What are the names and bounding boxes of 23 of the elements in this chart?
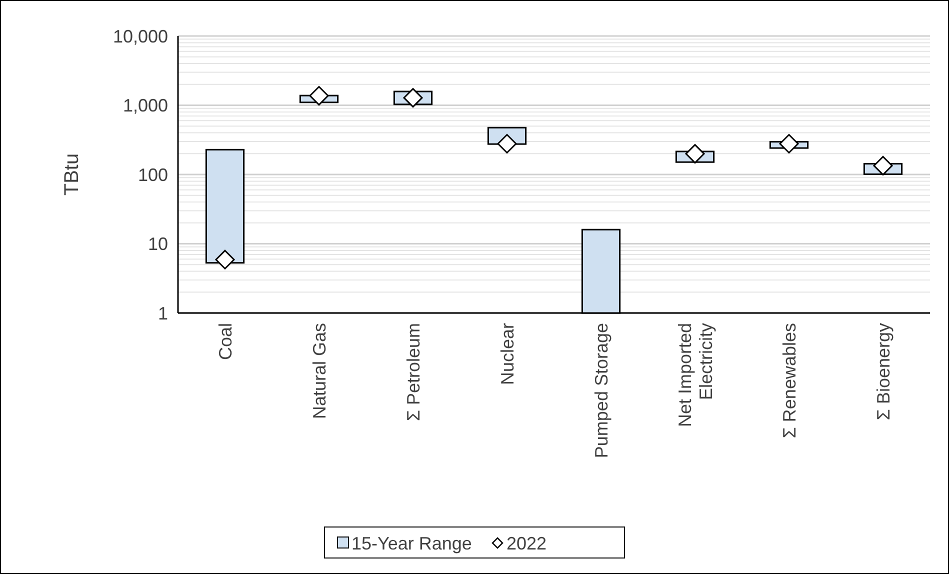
x-tick-label: Σ Bioenergy	[873, 323, 894, 420]
y-tick-label: 1,000	[122, 96, 168, 116]
y-tick-label: 10,000	[112, 26, 168, 46]
x-tick-label: Σ Petroleum	[403, 323, 424, 422]
x-tick-label: Net Imported Electricity	[674, 323, 716, 428]
x-tick-label: Σ Renewables	[779, 323, 800, 438]
x-tick-label: Coal	[215, 323, 236, 360]
point	[309, 86, 329, 106]
y-tick-label: 100	[138, 164, 168, 185]
point	[779, 134, 799, 154]
legend-label: 15-Year Range	[352, 533, 472, 554]
x-tick-label: Natural Gas	[309, 323, 330, 420]
x-tick-label: Pumped Storage	[591, 323, 612, 458]
point	[873, 156, 893, 176]
y-tick-label: 10	[148, 234, 168, 254]
y-tick-label: 1	[158, 303, 168, 324]
point	[685, 144, 705, 164]
point	[403, 88, 423, 108]
y-axis-title: TBtu	[61, 153, 83, 196]
legend-label: 2022	[506, 533, 547, 554]
point	[497, 134, 517, 154]
x-tick-label: Nuclear	[497, 323, 518, 386]
point	[215, 250, 235, 270]
